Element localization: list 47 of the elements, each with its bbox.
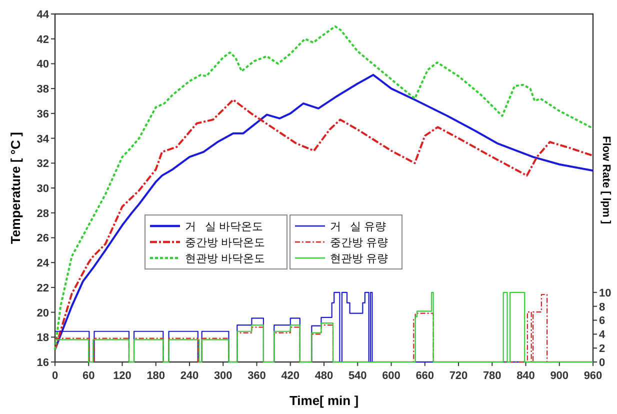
y-tick-label: 24 [36,258,50,270]
x-tick-label: 480 [314,370,334,382]
legend-label: 중간방 바닥온도 [185,237,266,249]
y-tick-label: 40 [36,58,49,71]
x-tick-label: 720 [449,370,468,382]
x-tick-label: 420 [281,370,300,382]
x-tick-label: 0 [52,370,58,382]
y-tick-label: 28 [36,208,49,220]
y2-tick-label: 6 [599,315,606,328]
legend-label: 현관방 바닥온도 [185,253,266,265]
y2-tick-label: 10 [599,287,612,300]
y2-tick-label: 0 [599,357,606,369]
y-tick-label: 30 [36,183,49,195]
x-tick-label: 960 [584,370,602,382]
x-tick-label: 540 [348,370,367,382]
y-tick-label: 36 [36,108,49,120]
x-tick-label: 180 [146,370,166,382]
x-tick-label: 120 [113,370,132,382]
x-tick-label: 240 [180,370,199,382]
x-tick-label: 360 [248,370,266,382]
y2-tick-label: 4 [599,329,606,342]
y-tick-label: 26 [36,232,49,245]
y-tick-label: 38 [36,84,49,96]
y-tick-label: 34 [36,133,50,146]
y-tick-label: 42 [36,34,49,46]
y-tick-label: 22 [36,282,49,294]
y-tick-label: 20 [36,307,49,320]
x-tick-label: 840 [516,370,535,382]
y-tick-label: 16 [36,357,49,369]
x-tick-label: 300 [214,370,232,382]
x-tick-label: 660 [416,370,434,382]
y-tick-label: 44 [36,9,50,21]
x-tick-label: 60 [82,370,95,382]
y2-axis-title: Flow Rate [ lpm ] [600,136,612,224]
legend-label: 중간방 유량 [330,237,388,249]
legend-label: 거 실 유량 [330,221,386,233]
x-tick-label: 780 [482,370,502,382]
x-axis-title: Time[ min ] [289,393,359,408]
legend-label: 거 실 바닥온도 [185,221,264,233]
y2-tick-label: 8 [599,301,606,314]
y-tick-label: 18 [36,332,49,344]
x-tick-label: 900 [550,370,569,382]
x-tick-label: 600 [382,370,400,382]
y-axis-title: Temperature [ °C ] [8,132,23,244]
y2-tick-label: 2 [599,343,606,356]
y-tick-label: 32 [36,158,49,170]
legend-label: 현관방 유량 [330,253,388,265]
